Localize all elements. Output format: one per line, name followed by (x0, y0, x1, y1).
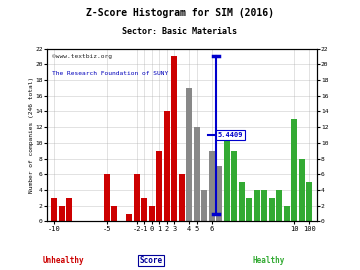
Text: 5.4409: 5.4409 (218, 132, 243, 138)
Bar (186, 88, 193, 221)
Bar (171, 56, 177, 221)
Bar (134, 174, 140, 221)
Bar (261, 190, 267, 221)
Bar (208, 151, 215, 221)
Bar (298, 158, 305, 221)
Bar (179, 174, 185, 221)
Bar (224, 135, 230, 221)
Text: The Research Foundation of SUNY: The Research Foundation of SUNY (52, 71, 168, 76)
Bar (141, 198, 148, 221)
Text: Unhealthy: Unhealthy (42, 256, 84, 265)
Text: ©www.textbiz.org: ©www.textbiz.org (52, 54, 112, 59)
Y-axis label: Number of companies (246 total): Number of companies (246 total) (29, 77, 34, 193)
Bar (111, 206, 117, 221)
Bar (201, 190, 207, 221)
Bar (291, 119, 297, 221)
Bar (156, 151, 162, 221)
Bar (246, 198, 252, 221)
Bar (51, 198, 58, 221)
Text: Score: Score (139, 256, 162, 265)
Bar (66, 198, 72, 221)
Bar (126, 214, 132, 221)
Bar (284, 206, 290, 221)
Text: Sector: Basic Materials: Sector: Basic Materials (122, 27, 238, 36)
Text: Z-Score Histogram for SIM (2016): Z-Score Histogram for SIM (2016) (86, 8, 274, 18)
Bar (306, 182, 312, 221)
Bar (149, 206, 155, 221)
Bar (253, 190, 260, 221)
Bar (59, 206, 65, 221)
Bar (216, 166, 222, 221)
Bar (231, 151, 238, 221)
Bar (163, 112, 170, 221)
Bar (239, 182, 245, 221)
Bar (269, 198, 275, 221)
Bar (104, 174, 110, 221)
Bar (194, 127, 200, 221)
Bar (276, 190, 283, 221)
Text: Healthy: Healthy (252, 256, 284, 265)
